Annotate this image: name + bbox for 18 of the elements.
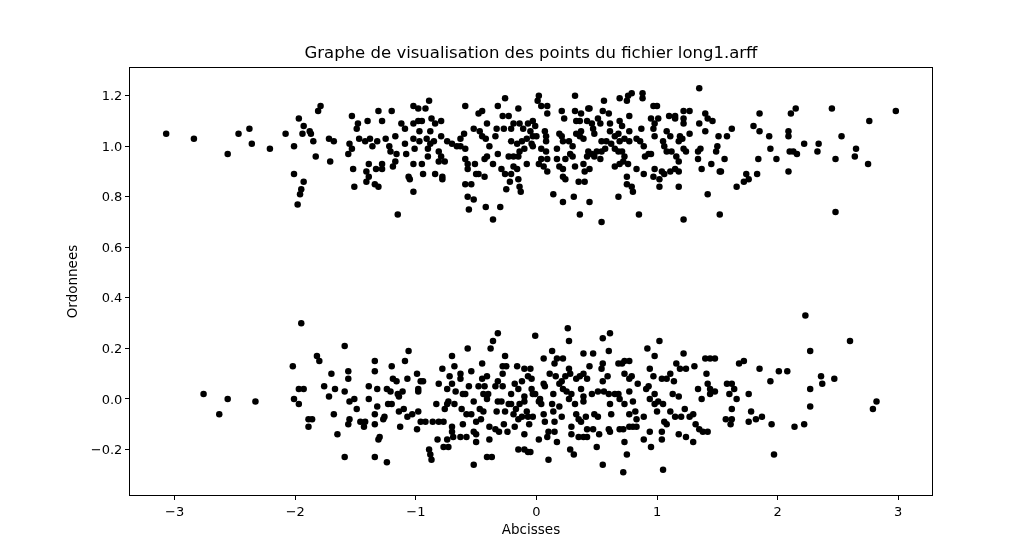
y-tick-label: 1.2 [101,88,123,104]
x-tick-label: 0 [532,503,541,519]
y-tick-label: 0.6 [101,239,123,255]
y-tick-label: 0.8 [101,189,123,205]
x-tick-label: 3 [894,503,903,519]
x-tick-label: −2 [285,503,305,519]
y-tick-label: 0.4 [101,290,123,306]
x-tick-label: −3 [165,503,185,519]
y-tick-label: 0.2 [101,341,123,357]
x-tick-label: 2 [773,503,782,519]
x-tick-label: −1 [406,503,426,519]
x-axis-title: Abcisses [501,520,561,537]
y-tick-label: 1.0 [101,138,123,154]
chart-title: Graphe de visualisation des points du fichier long1.arff [304,42,759,62]
y-tick-label: 0.0 [101,391,123,407]
y-tick-label: −0.2 [90,442,123,458]
x-tick-label: 1 [652,503,662,519]
y-axis-title: Ordonnees [63,244,80,319]
